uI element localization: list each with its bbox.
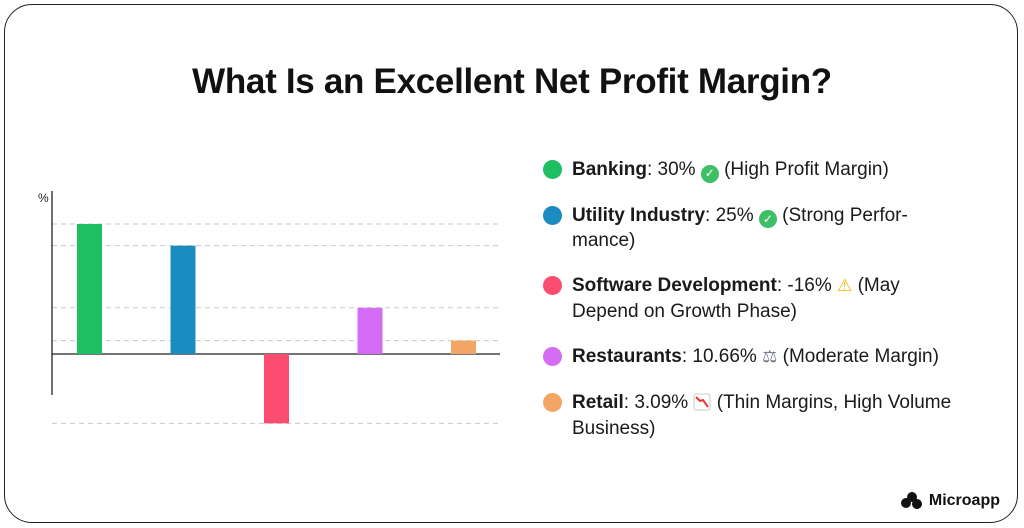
utility-industry-dot <box>543 205 562 225</box>
brand-name: Microapp <box>928 492 1000 509</box>
page-title: What Is an Excellent Net Profit Margin? <box>192 62 832 101</box>
legend-name: Banking <box>572 159 647 180</box>
chart-down-icon <box>693 391 711 416</box>
legend-item-retail: Retail: 3.09% (Thin Margins, High Volume… <box>543 390 963 441</box>
legend-value: 25% <box>715 204 754 226</box>
legend-name: Utility Industry <box>572 204 706 226</box>
legend-value: -16% <box>787 275 832 296</box>
bar-restaurants <box>357 307 383 354</box>
check-icon: ✓ <box>758 210 777 228</box>
legend-item-software-development: Software Development: -16% ⚠ (May Depend… <box>543 273 963 324</box>
legend-value: 10.66% <box>692 346 757 367</box>
legend-item-restaurants: Restaurants: 10.66% ⚖ (Moderate Margin) <box>543 344 963 370</box>
bar-software-development <box>264 354 289 424</box>
legend-value: 30% <box>657 159 696 180</box>
banking-dot <box>543 160 562 179</box>
brand-logo: Microapp <box>900 492 1000 510</box>
legend-note: (Moderate Margin) <box>782 346 939 367</box>
legend-name: Software Development <box>572 275 777 296</box>
legend-note: (High Profit Margin) <box>724 159 889 180</box>
check-icon: ✓ <box>700 164 719 183</box>
restaurants-dot <box>543 347 562 366</box>
bar-chart: % <box>30 185 510 424</box>
legend-item-banking: Banking: 30% ✓ (High Profit Margin) <box>543 157 963 183</box>
legend-value: 3.09% <box>634 392 689 413</box>
bar-utility-industry <box>170 245 196 354</box>
legend: Banking: 30% ✓ (High Profit Margin) Util… <box>543 157 963 461</box>
legend-note: (May Depend on Growth Phase) <box>572 275 900 322</box>
bar-retail <box>451 340 476 354</box>
scales-icon: ⚖ <box>762 347 778 367</box>
y-axis-label: % <box>38 191 49 205</box>
software-development-dot <box>543 276 562 295</box>
legend-note: (Thin Margins, High Volume Business) <box>572 392 952 439</box>
legend-note: (Strong Perfor-mance) <box>572 204 908 252</box>
legend-item-utility-industry: Utility Industry: 25% ✓ (Strong Perfor-m… <box>543 203 963 254</box>
bar-chart-svg: % <box>38 191 500 424</box>
retail-dot <box>543 393 562 412</box>
legend-name: Retail <box>572 392 624 413</box>
microapp-logo-icon <box>900 492 923 510</box>
legend-name: Restaurants <box>572 346 682 367</box>
warning-icon: ⚠ <box>837 276 853 296</box>
bar-banking <box>77 224 102 354</box>
